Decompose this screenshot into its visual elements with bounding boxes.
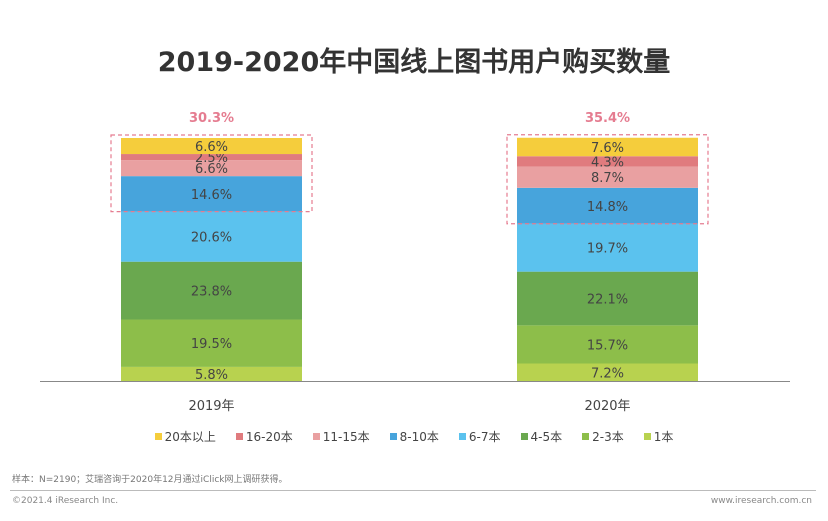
bar-segment [517,325,698,364]
source-note: 样本：N=2190；艾瑞咨询于2020年12月通过iClick网上调研获得。 [12,475,288,485]
legend-swatch [520,433,528,440]
bar-segment [517,137,698,157]
data-label: 15.7% [587,338,628,353]
legend-swatch [154,433,162,440]
annotation-label: 30.3% [189,111,234,126]
x-tick-label: 2020年 [584,399,630,414]
data-label: 7.6% [591,141,624,156]
legend-swatch [582,433,590,440]
x-tick-label: 2019年 [188,399,234,414]
bar-segment [517,271,698,326]
legend-swatch [458,433,466,440]
data-label: 19.5% [191,337,232,352]
bar-segment [121,154,302,161]
legend-label: 20本以上 [164,430,216,444]
copyright: ©2021.4 iResearch Inc. [12,496,119,506]
bar-segment [517,166,698,188]
legend-item: 11-15本 [312,428,370,445]
bar-segment [121,211,302,262]
legend-swatch [312,433,320,440]
legend-label: 8-10本 [399,430,439,444]
bar-segment [121,138,302,155]
bar-segment [121,319,302,367]
legend-label: 2-3本 [592,430,624,444]
legend-item: 2-3本 [582,428,624,445]
website: www.iresearch.com.cn [710,496,812,506]
data-label: 22.1% [587,293,628,308]
highlight-box [506,134,709,225]
bar-segment [517,156,698,167]
legend-label: 6-7本 [468,430,501,444]
annotation-label: 35.4% [585,111,630,126]
bar-segment [121,261,302,320]
legend-swatch [643,433,651,440]
data-label: 23.8% [191,285,232,300]
chart-title: 2019-2020年中国线上图书用户购买数量 [157,47,671,78]
data-label: 6.6% [195,162,228,177]
data-label: 14.8% [587,200,628,215]
legend-item: 8-10本 [389,428,439,445]
data-label: 2.5% [195,151,228,166]
legend-item: 16-20本 [235,428,293,445]
legend-item: 1本 [643,428,674,445]
legend-label: 1本 [653,430,674,444]
data-label: 7.2% [591,366,624,381]
legend-swatch [235,433,243,440]
stacked-bar-chart: 5.8% 19.5% 23.8% 20.6% 14.6% 6.6%2.5%6.6% 30.3… [40,111,790,414]
footer-divider [10,490,816,491]
bar-segment [517,363,698,381]
data-label: 4.3% [591,155,624,170]
legend-label: 11-15本 [322,430,370,444]
legend-label: 16-20本 [245,430,293,444]
legend-item: 20本以上 [154,428,216,445]
bar-segment [121,160,302,177]
legend-item: 6-7本 [458,428,501,445]
data-label: 8.7% [591,171,624,186]
bar-segment [517,223,698,272]
bar-segment [517,187,698,224]
legend-item: 4-5本 [520,428,563,445]
data-label: 19.7% [587,242,628,257]
legend: 20本以上 16-20本 11-15本 8-10本 6-7本 4-5本 2-3本 1本 [0,428,828,445]
legend-swatch [389,433,397,440]
bar-segment [121,176,302,212]
data-label: 14.6% [191,188,232,203]
legend-label: 4-5本 [530,430,563,444]
data-label: 6.6% [195,140,228,155]
highlight-box [110,134,313,213]
data-label: 20.6% [191,231,232,246]
bar-segment [121,366,302,381]
data-label: 5.8% [195,368,228,383]
